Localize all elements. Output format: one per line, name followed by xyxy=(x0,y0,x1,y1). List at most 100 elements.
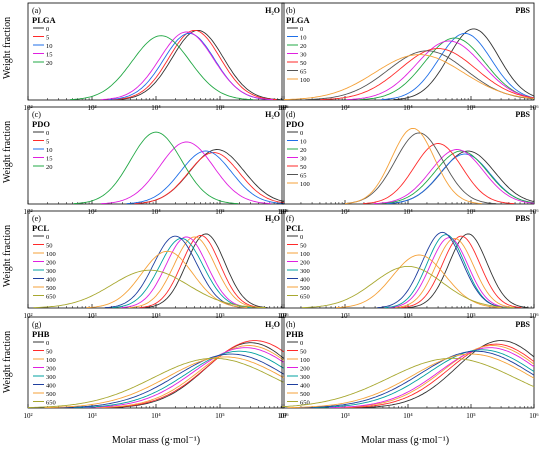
x-tick-label: 10³ xyxy=(340,412,349,420)
x-tick-label: 10³ xyxy=(87,312,96,320)
series-line xyxy=(379,150,535,205)
x-tick-label: 10³ xyxy=(87,104,96,112)
panel-label: (f) xyxy=(286,214,294,223)
panel-label: (e) xyxy=(32,214,41,223)
medium-label: H₂O xyxy=(265,110,280,119)
legend-label: 50 xyxy=(300,243,307,250)
series-line xyxy=(281,357,535,408)
panel-label: (c) xyxy=(32,110,41,119)
series-line xyxy=(407,233,529,309)
legend-label: 100 xyxy=(300,181,310,188)
legend-label: 20 xyxy=(46,60,53,67)
polymer-label: PLGA xyxy=(32,15,56,25)
series-line xyxy=(121,236,252,309)
polymer-label: PCL xyxy=(286,223,303,233)
series-line xyxy=(380,32,535,101)
legend-label: 300 xyxy=(300,268,310,275)
legend-label: 0 xyxy=(300,26,303,33)
y-axis-label: Weight fraction xyxy=(2,121,13,183)
y-axis-label: Weight fraction xyxy=(2,331,13,393)
legend-label: 100 xyxy=(300,251,310,258)
legend-label: 0 xyxy=(46,340,49,347)
legend-label: 650 xyxy=(300,294,310,301)
x-tick-label: 10⁶ xyxy=(529,412,539,420)
series-line xyxy=(82,347,285,409)
series-line xyxy=(345,343,535,409)
x-tick-label: 10⁵ xyxy=(215,312,225,320)
x-tick-label: 10² xyxy=(23,412,32,420)
legend-label: 100 xyxy=(46,357,56,364)
legend-label: 650 xyxy=(300,400,310,407)
series-line xyxy=(101,31,274,101)
medium-label: PBS xyxy=(515,6,530,15)
plot-frame xyxy=(281,316,535,409)
legend-label: 50 xyxy=(46,243,53,250)
legend-label: 65 xyxy=(300,173,307,180)
legend-label: 200 xyxy=(46,366,56,373)
x-tick-label: 10⁶ xyxy=(279,312,289,320)
legend-label: 300 xyxy=(46,268,56,275)
series-line xyxy=(115,29,281,101)
legend-label: 200 xyxy=(300,366,310,373)
series-line xyxy=(70,35,253,101)
medium-label: PBS xyxy=(515,214,530,223)
legend-label: 200 xyxy=(300,260,310,267)
series-line xyxy=(400,235,522,309)
legend-label: 20 xyxy=(300,43,307,50)
legend-label: 100 xyxy=(300,357,310,364)
x-tick-label: 10² xyxy=(23,312,32,320)
x-tick-label: 10⁶ xyxy=(279,412,289,420)
legend-label: 200 xyxy=(46,260,56,267)
legend-label: 650 xyxy=(46,400,56,407)
legend-label: 20 xyxy=(300,147,307,154)
plot-frame xyxy=(281,2,535,101)
plot-frame xyxy=(27,106,285,205)
series-line xyxy=(386,153,535,205)
series-line xyxy=(377,231,508,309)
series-line xyxy=(301,265,515,309)
series-line xyxy=(108,32,272,101)
series-line xyxy=(283,54,535,101)
x-tick-label: 10² xyxy=(277,412,286,420)
x-tick-label: 10⁵ xyxy=(215,104,225,112)
x-tick-label: 10⁴ xyxy=(403,104,413,112)
series-line xyxy=(128,236,261,309)
legend-label: 15 xyxy=(46,52,53,59)
series-line xyxy=(388,237,509,309)
legend-label: 300 xyxy=(46,374,56,381)
legend-label: 30 xyxy=(300,156,307,163)
legend-label: 50 xyxy=(46,349,53,356)
x-tick-label: 10³ xyxy=(87,208,96,216)
series-line xyxy=(300,350,535,409)
panel-label: (b) xyxy=(286,6,296,15)
series-line xyxy=(328,347,535,409)
panel-label: (d) xyxy=(286,110,296,119)
x-tick-label: 10⁴ xyxy=(151,104,161,112)
series-line xyxy=(28,357,285,408)
panel-label: (a) xyxy=(32,6,41,15)
legend-label: 500 xyxy=(46,391,56,398)
legend-label: 400 xyxy=(300,277,310,284)
x-tick-label: 10² xyxy=(277,312,286,320)
polymer-label: PDO xyxy=(32,119,50,129)
medium-label: PBS xyxy=(515,110,530,119)
series-line xyxy=(104,235,246,309)
series-line xyxy=(144,233,268,309)
x-axis-label: Molar mass (g·mol⁻¹) xyxy=(112,435,200,446)
legend-label: 10 xyxy=(46,147,53,154)
legend-label: 0 xyxy=(46,234,49,241)
legend-label: 65 xyxy=(300,69,307,76)
y-axis-label: Weight fraction xyxy=(2,17,13,79)
legend-label: 650 xyxy=(46,294,56,301)
legend-label: 10 xyxy=(300,139,307,146)
x-axis-label: Molar mass (g·mol⁻¹) xyxy=(361,435,449,446)
series-line xyxy=(112,29,277,101)
series-line xyxy=(335,254,502,309)
series-line xyxy=(33,269,266,309)
series-line xyxy=(101,141,272,205)
series-line xyxy=(359,340,535,409)
